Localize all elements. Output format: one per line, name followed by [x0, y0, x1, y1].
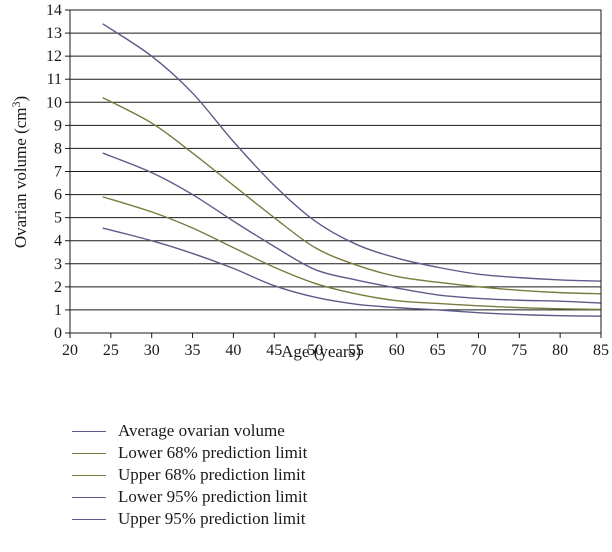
y-tick-label: 2: [54, 279, 62, 296]
y-tick-label: 3: [54, 256, 62, 273]
legend-line-swatch: [72, 496, 106, 498]
x-tick-label: 30: [144, 342, 160, 359]
x-tick-label: 85: [593, 342, 609, 359]
legend: Average ovarian volume Lower 68% predicti…: [72, 420, 307, 530]
y-tick-label: 1: [54, 302, 62, 319]
x-axis-label: Age (years): [281, 342, 361, 361]
legend-label: Lower 68% prediction limit: [118, 443, 308, 462]
x-tick-label: 40: [225, 342, 241, 359]
y-tick-label: 10: [46, 94, 62, 111]
y-tick-label: 14: [46, 2, 62, 19]
series-line-0: [102, 227, 602, 317]
chart: 20 25 30 35 40 45 50 55 60 65 70 75 80 85 01234567891…: [9, 2, 609, 361]
legend-line-swatch: [72, 430, 106, 432]
y-tick-label: 6: [54, 187, 62, 204]
x-tick-label: 45: [266, 342, 282, 359]
x-tick-label: 75: [511, 342, 527, 359]
y-axis-label: Ovarian volume (cm3): [9, 96, 30, 248]
x-tick-label: 50: [307, 342, 323, 359]
x-tick-label: 65: [430, 342, 446, 359]
series-line-4: [102, 23, 602, 282]
legend-line-swatch: [72, 452, 106, 454]
legend-item: Upper 68% prediction limit: [72, 464, 307, 486]
y-tick-label: 7: [54, 164, 62, 181]
gridlines: [70, 9, 601, 334]
legend-item: Upper 95% prediction limit: [72, 508, 307, 530]
y-tick-label: 5: [54, 210, 62, 227]
series-line-1: [102, 196, 602, 311]
y-tick-label: 11: [47, 71, 62, 88]
x-tick-label: 25: [103, 342, 119, 359]
x-axis-ticks: 20 25 30 35 40 45 50 55 60 65 70 75 80 85: [62, 333, 609, 359]
y-tick-label: 9: [54, 117, 62, 134]
legend-label: Lower 95% prediction limit: [118, 487, 308, 506]
x-tick-label: 60: [389, 342, 405, 359]
series-line-3: [102, 152, 602, 304]
x-tick-label: 20: [62, 342, 78, 359]
series-lines: [102, 23, 602, 317]
legend-item: Lower 68% prediction limit: [72, 442, 307, 464]
legend-line-swatch: [72, 518, 106, 520]
y-tick-label: 13: [46, 25, 62, 42]
y-tick-label: 8: [54, 140, 62, 157]
x-tick-label: 70: [470, 342, 486, 359]
y-axis-label-suffix: ): [11, 96, 30, 102]
x-tick-label: 55: [348, 342, 364, 359]
legend-label: Average ovarian volume: [118, 421, 285, 440]
x-tick-label: 35: [185, 342, 201, 359]
y-tick-label: 12: [46, 48, 62, 65]
legend-label: Upper 95% prediction limit: [118, 509, 306, 528]
legend-item: Average ovarian volume: [72, 420, 307, 442]
x-tick-label: 80: [552, 342, 568, 359]
y-axis-label-main: Ovarian volume (cm: [11, 107, 30, 248]
legend-label: Upper 68% prediction limit: [118, 465, 306, 484]
y-axis-label-superscript: 3: [9, 101, 23, 107]
y-tick-label: 0: [54, 325, 62, 342]
y-tick-label: 4: [54, 233, 62, 250]
legend-line-swatch: [72, 474, 106, 476]
legend-item: Lower 95% prediction limit: [72, 486, 307, 508]
series-line-2: [102, 97, 602, 295]
